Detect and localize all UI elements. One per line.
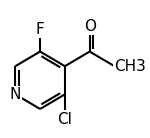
Text: Cl: Cl (57, 112, 72, 127)
Text: CH3: CH3 (114, 59, 146, 74)
Text: F: F (36, 22, 45, 37)
Text: O: O (84, 19, 96, 34)
Text: N: N (10, 87, 21, 102)
